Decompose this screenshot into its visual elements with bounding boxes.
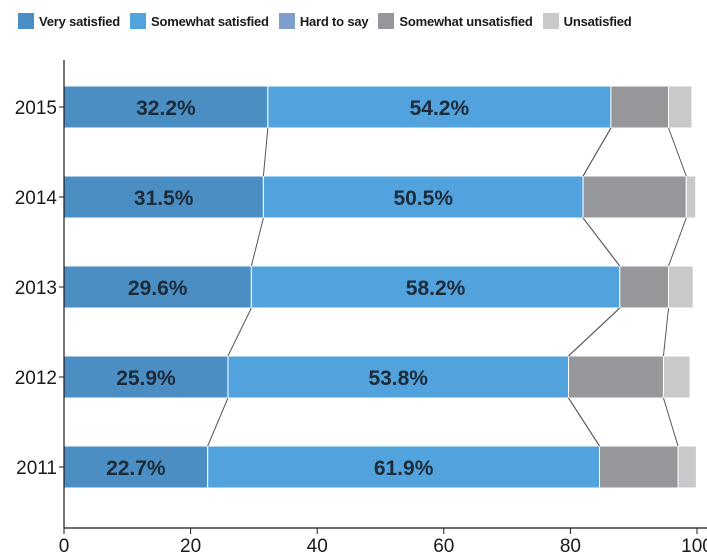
data-label: 61.9% [374, 457, 434, 480]
connector-line [582, 127, 612, 177]
y-tick-label: 2013 [15, 278, 57, 299]
connector-line [662, 397, 679, 447]
legend-item: Somewhat satisfied [130, 13, 269, 29]
bar-segment [668, 85, 693, 129]
bar-segment [619, 265, 670, 309]
legend-swatch [130, 13, 147, 29]
y-tick-label: 2012 [15, 368, 57, 389]
x-tick-label: 40 [307, 536, 328, 553]
legend-label: Very satisfied [39, 13, 121, 29]
bar-segment [63, 355, 229, 399]
data-label: 29.6% [128, 277, 188, 300]
y-tick-label: 2015 [15, 98, 57, 119]
data-label: 54.2% [410, 97, 470, 120]
x-tick-label: 60 [433, 536, 454, 553]
legend-label: Unsatisfied [563, 13, 632, 29]
data-label: 50.5% [393, 187, 453, 210]
connector-line [568, 397, 600, 447]
legend-item: Somewhat unsatisfied [378, 13, 533, 29]
x-tick-label: 0 [59, 536, 70, 553]
bar-segment [250, 265, 621, 309]
bar-segment [677, 445, 697, 489]
bar-segment [568, 355, 664, 399]
data-label: 58.2% [406, 277, 466, 300]
x-tick-label: 20 [180, 536, 201, 553]
bar-segment [662, 355, 691, 399]
connector-line [568, 307, 621, 357]
bar-segment [207, 445, 601, 489]
data-label: 32.2% [136, 97, 196, 120]
data-label: 53.8% [368, 367, 428, 390]
y-tick-label: 2011 [16, 458, 57, 479]
legend-label: Somewhat unsatisfied [399, 13, 533, 29]
connector-line [207, 397, 229, 447]
legend-swatch [18, 13, 34, 29]
connector-line [668, 127, 687, 177]
bar-segment [610, 85, 670, 129]
bar-segment [582, 175, 687, 219]
legend-swatch [378, 13, 395, 29]
connector-line [662, 307, 670, 357]
bar-segment [668, 265, 694, 309]
x-tick-label: 80 [560, 536, 581, 553]
legend-item: Unsatisfied [542, 13, 632, 29]
y-tick-label: 2014 [15, 188, 58, 209]
bar-segment [63, 445, 209, 489]
bar-segment [262, 175, 584, 219]
bar-segment [685, 175, 697, 219]
data-label: 31.5% [134, 187, 194, 210]
legend-label: Hard to say [299, 13, 369, 29]
bar-segment [599, 445, 679, 489]
x-tick-label: 100 [681, 536, 707, 553]
connector-line [250, 217, 264, 267]
data-label: 22.7% [106, 457, 166, 480]
connector-line [227, 307, 252, 357]
legend-swatch [278, 13, 295, 29]
connector-line [668, 217, 687, 267]
legend-swatch [542, 13, 559, 29]
legend: Very satisfied Somewhat satisfied Hard to … [18, 10, 642, 32]
connector-line [582, 217, 621, 267]
legend-item: Hard to say [278, 13, 369, 29]
connector-line [262, 127, 269, 177]
bar-segment [63, 265, 252, 309]
legend-label: Somewhat satisfied [151, 13, 269, 29]
legend-item: Very satisfied [18, 13, 120, 29]
data-label: 25.9% [116, 367, 176, 390]
